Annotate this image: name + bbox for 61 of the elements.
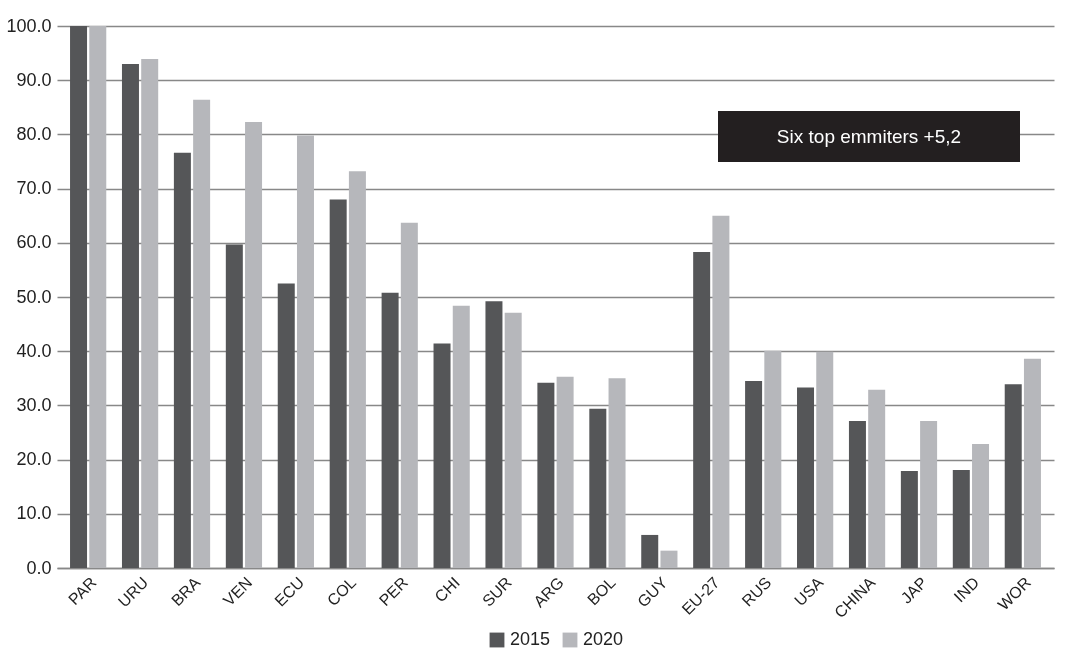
legend-label: 2015 xyxy=(510,629,551,649)
y-tick-label: 70.0 xyxy=(16,178,52,199)
bar xyxy=(121,63,139,568)
y-tick-label: 90.0 xyxy=(16,69,52,90)
bar xyxy=(504,312,522,568)
bar xyxy=(173,152,191,568)
x-tick-label: BOL xyxy=(584,573,619,609)
x-tick-label: JAP xyxy=(897,573,931,607)
bar xyxy=(70,26,88,568)
x-tick-label: VEN xyxy=(219,573,256,610)
x-tick-label: PAR xyxy=(65,573,100,609)
x-tick-label: BRA xyxy=(168,573,204,610)
bar xyxy=(900,470,918,568)
bar xyxy=(848,421,866,568)
bar xyxy=(660,550,678,568)
y-tick-label: 10.0 xyxy=(16,503,52,524)
bar xyxy=(433,343,451,568)
bar xyxy=(485,301,503,568)
bar xyxy=(89,26,107,568)
bar xyxy=(277,283,295,568)
bar xyxy=(712,215,730,568)
bar xyxy=(141,59,159,568)
x-tick-label: CHI xyxy=(431,573,463,606)
bar xyxy=(608,378,626,568)
bar xyxy=(452,305,470,568)
bar xyxy=(920,421,938,568)
y-tick-label: 60.0 xyxy=(16,232,52,253)
bar xyxy=(641,534,659,568)
y-tick-label: 30.0 xyxy=(16,394,52,415)
y-tick-label: 40.0 xyxy=(16,340,52,361)
bar xyxy=(329,199,347,568)
bar xyxy=(245,121,263,568)
bar xyxy=(193,99,211,568)
bar xyxy=(764,350,782,568)
y-tick-label: 50.0 xyxy=(16,286,52,307)
y-tick-label: 100.0 xyxy=(6,15,52,36)
x-tick-label: IND xyxy=(950,573,983,606)
bar xyxy=(296,135,314,568)
bar xyxy=(693,252,711,568)
x-tick-label: COL xyxy=(323,573,360,610)
bar xyxy=(816,351,834,568)
bar xyxy=(589,408,607,568)
bar xyxy=(952,469,970,568)
bar xyxy=(868,389,886,568)
y-tick-label: 20.0 xyxy=(16,449,52,470)
bar xyxy=(797,387,815,568)
bar xyxy=(381,292,399,568)
legend-label: 2020 xyxy=(583,629,624,649)
bar xyxy=(348,171,366,568)
y-tick-label: 80.0 xyxy=(16,123,52,144)
bar xyxy=(1004,384,1022,568)
bar xyxy=(537,382,555,568)
bar xyxy=(225,244,243,568)
x-tick-label: USA xyxy=(791,573,827,610)
bar xyxy=(400,222,418,568)
bar xyxy=(745,381,763,568)
y-tick-label: 0.0 xyxy=(26,557,52,578)
note-box: Six top emmiters +5,2 xyxy=(718,111,1020,162)
bar xyxy=(972,443,990,568)
bar xyxy=(556,376,574,568)
bar xyxy=(1023,358,1041,568)
